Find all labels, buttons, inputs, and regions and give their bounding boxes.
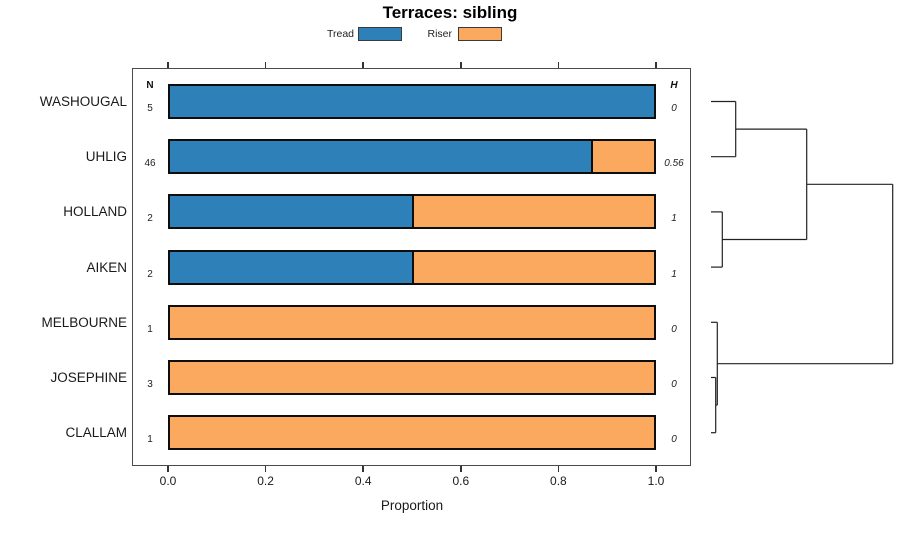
bar-row <box>168 360 656 395</box>
riser-segment <box>412 251 654 283</box>
h-value: 0 <box>671 103 677 114</box>
x-tick <box>655 466 657 472</box>
n-value: 5 <box>147 103 153 114</box>
chart-title: Terraces: sibling <box>382 3 518 22</box>
x-tick <box>557 466 560 472</box>
n-value: 3 <box>147 379 153 390</box>
x-tick-top <box>557 62 560 68</box>
x-tick-top <box>264 62 267 68</box>
h-value: 0 <box>671 323 677 335</box>
x-tick-label: 0.8 <box>550 474 567 488</box>
n-value: 2 <box>147 268 153 280</box>
legend-swatch-tread <box>358 27 402 41</box>
h-value: 1 <box>671 213 677 225</box>
x-tick-label: 1.0 <box>647 474 665 488</box>
h-value: 1 <box>671 268 677 280</box>
bar-row <box>168 139 656 175</box>
x-tick <box>362 466 364 472</box>
x-tick-label: 0.4 <box>354 474 372 488</box>
category-label: CLALLAM <box>65 425 127 441</box>
n-value: 1 <box>147 434 153 446</box>
x-tick-label: 0.6 <box>452 474 470 488</box>
category-label: WASHOUGAL <box>39 94 127 109</box>
h-value: 0 <box>671 379 677 390</box>
plot-area <box>132 68 691 466</box>
x-tick <box>167 466 169 472</box>
legend-swatch-riser <box>458 27 502 41</box>
x-tick-top <box>362 62 364 68</box>
x-tick-label: 0.2 <box>257 474 274 488</box>
bar-row <box>168 249 656 285</box>
x-tick-label: 0.0 <box>159 474 177 488</box>
x-tick <box>264 466 267 472</box>
h-value: 0.56 <box>664 158 684 170</box>
x-tick-top <box>460 62 462 68</box>
x-tick-top <box>655 62 657 68</box>
x-axis-title: Proportion <box>380 498 444 513</box>
tread-segment <box>170 141 592 173</box>
riser-segment <box>170 417 654 449</box>
bar-row <box>168 415 656 451</box>
category-label: HOLLAND <box>63 204 127 220</box>
tread-segment <box>170 251 412 283</box>
category-label: UHLIG <box>85 149 127 165</box>
category-label: JOSEPHINE <box>50 370 127 385</box>
x-tick <box>460 466 462 472</box>
riser-segment <box>170 362 654 393</box>
bar-row <box>168 84 656 119</box>
category-label: AIKEN <box>86 259 127 275</box>
n-value: 1 <box>147 323 153 335</box>
legend-label-tread: Tread <box>326 28 354 40</box>
riser-segment <box>412 196 654 228</box>
n-value: 46 <box>144 158 156 170</box>
category-label: MELBOURNE <box>41 314 127 330</box>
h-column-header: H <box>670 80 678 91</box>
tread-segment <box>170 196 412 228</box>
tread-segment <box>170 86 654 117</box>
legend-label-riser: Riser <box>427 28 452 40</box>
x-tick-top <box>167 62 169 68</box>
bar-row <box>168 304 656 340</box>
riser-segment <box>591 141 654 173</box>
n-value: 2 <box>147 213 153 225</box>
h-value: 0 <box>671 434 677 446</box>
bar-row <box>168 194 656 230</box>
riser-segment <box>170 306 654 338</box>
n-column-header: N <box>146 80 154 91</box>
